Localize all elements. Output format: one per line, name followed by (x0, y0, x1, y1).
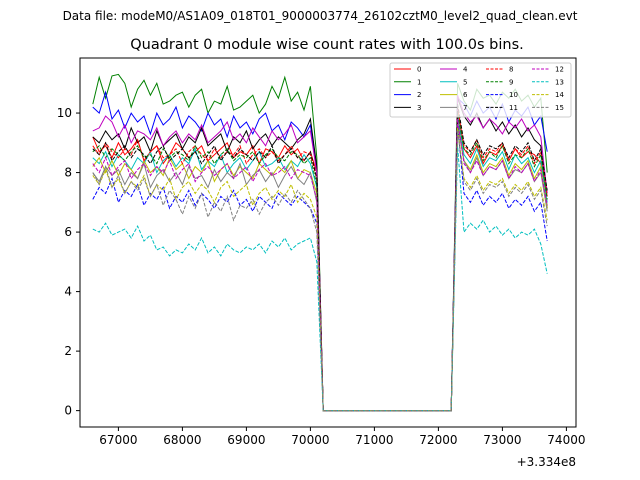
legend-label-6: 6 (463, 91, 468, 99)
x-tick-label: 67000 (99, 433, 137, 447)
x-tick-label: 70000 (291, 433, 329, 447)
legend-label-0: 0 (417, 66, 421, 74)
chart-suptitle: Data file: modeM0/AS1A09_018T01_90000037… (63, 9, 578, 23)
legend-label-1: 1 (417, 78, 421, 86)
legend-label-11: 11 (509, 104, 518, 112)
legend-label-13: 13 (555, 78, 564, 86)
axes-frame (79, 57, 577, 428)
legend-label-9: 9 (509, 78, 513, 86)
x-tick-label: 72000 (419, 433, 457, 447)
legend-label-2: 2 (417, 91, 421, 99)
series-line-14 (92, 127, 548, 412)
legend-label-3: 3 (417, 104, 421, 112)
series-line-1 (92, 73, 548, 412)
legend-label-15: 15 (555, 104, 564, 112)
plot-area (92, 73, 548, 412)
chart-title: Quadrant 0 module wise count rates with … (130, 37, 524, 53)
legend-label-4: 4 (463, 66, 468, 74)
y-tick-label: 0 (64, 404, 72, 418)
series-line-15 (92, 130, 548, 412)
axes: 67000 68000 69000 70000 71000 72000 73000 74000… (57, 57, 585, 447)
x-tick-label: 69000 (227, 433, 265, 447)
x-tick-label: 74000 (547, 433, 585, 447)
legend-label-5: 5 (463, 78, 467, 86)
y-tick-label: 4 (64, 285, 72, 299)
x-tick-label: 73000 (483, 433, 521, 447)
legend-label-10: 10 (509, 91, 518, 99)
x-tick-label: 71000 (355, 433, 393, 447)
series-line-4 (92, 95, 548, 412)
legend-label-12: 12 (555, 66, 564, 74)
legend-box (389, 62, 572, 118)
x-tick-label: 68000 (163, 433, 201, 447)
y-tick-label: 2 (64, 344, 72, 358)
series-line-13 (92, 145, 548, 412)
y-tick-label: 6 (64, 225, 72, 239)
legend-label-14: 14 (555, 91, 564, 99)
y-tick-label: 8 (64, 166, 72, 180)
x-offset-label: +3.334e8 (517, 455, 576, 469)
y-tick-label: 10 (57, 106, 72, 120)
legend-label-8: 8 (509, 66, 513, 74)
legend-label-7: 7 (463, 104, 467, 112)
